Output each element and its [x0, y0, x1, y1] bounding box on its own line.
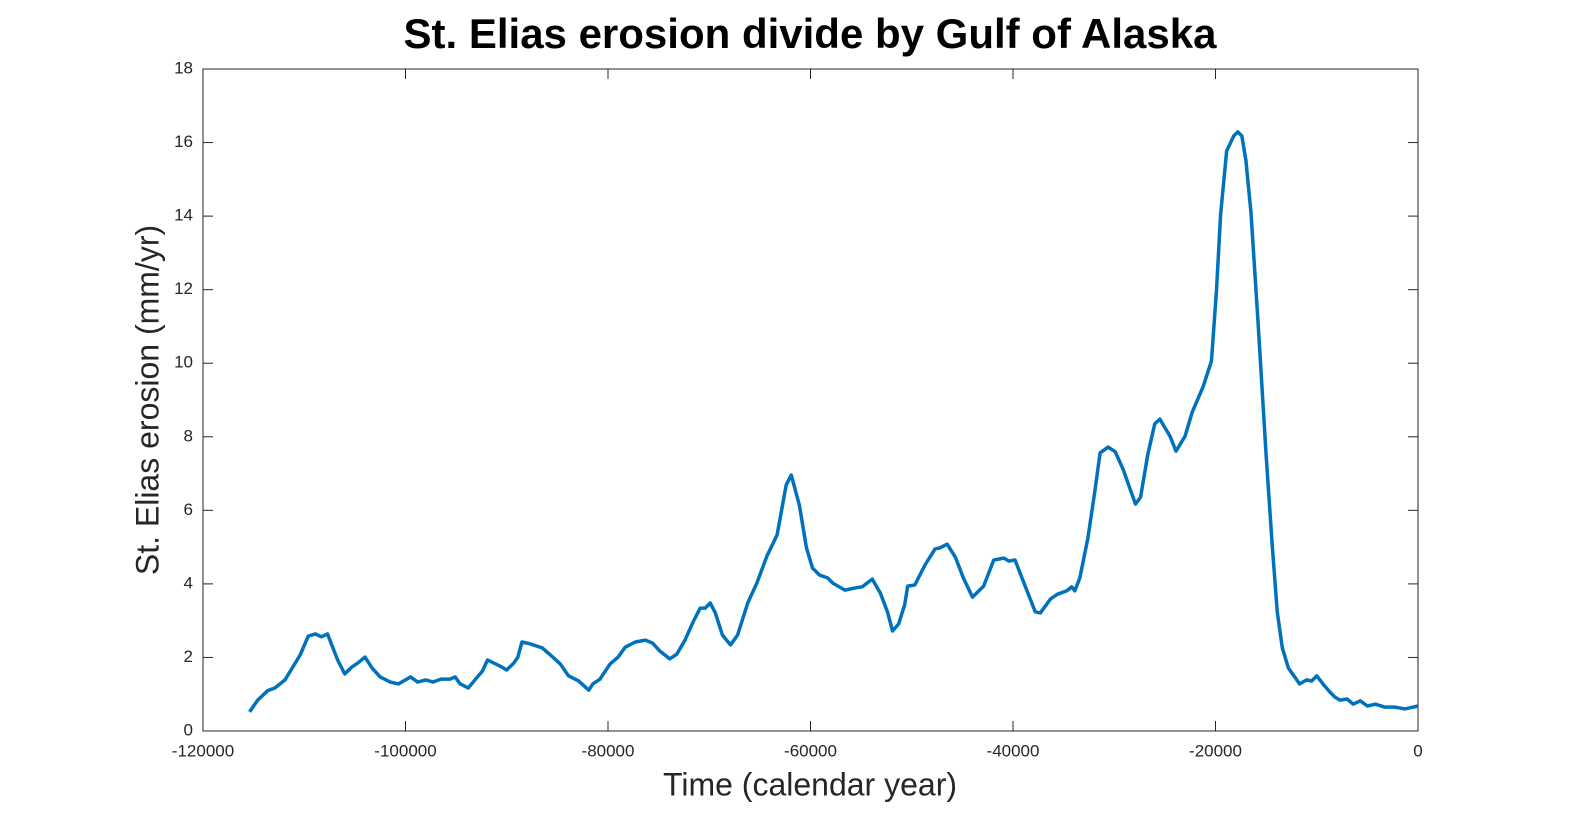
- chart-title: St. Elias erosion divide by Gulf of Alas…: [404, 10, 1218, 57]
- y-tick-label: 10: [174, 353, 193, 372]
- x-tick-label: -60000: [784, 741, 837, 760]
- y-tick-label: 8: [184, 426, 193, 445]
- x-tick-label: -100000: [374, 741, 436, 760]
- y-axis-label: St. Elias erosion (mm/yr): [129, 225, 165, 575]
- x-axis-label: Time (calendar year): [663, 766, 957, 802]
- y-tick-label: 2: [184, 647, 193, 666]
- y-tick-label: 4: [184, 573, 193, 592]
- y-tick-label: 18: [174, 58, 193, 77]
- plot-frame: [202, 68, 1419, 732]
- x-tick-label: -120000: [172, 741, 234, 760]
- x-tick-label: 0: [1413, 741, 1422, 760]
- y-tick-label: 0: [184, 720, 193, 739]
- y-tick-label: 16: [174, 132, 193, 151]
- y-tick-label: 14: [174, 206, 193, 225]
- y-tick-label: 12: [174, 279, 193, 298]
- x-tick-label: -40000: [987, 741, 1040, 760]
- y-tick-label: 6: [184, 500, 193, 519]
- x-tick-label: -80000: [582, 741, 635, 760]
- data-line: [248, 130, 1419, 713]
- x-tick-label: -20000: [1189, 741, 1242, 760]
